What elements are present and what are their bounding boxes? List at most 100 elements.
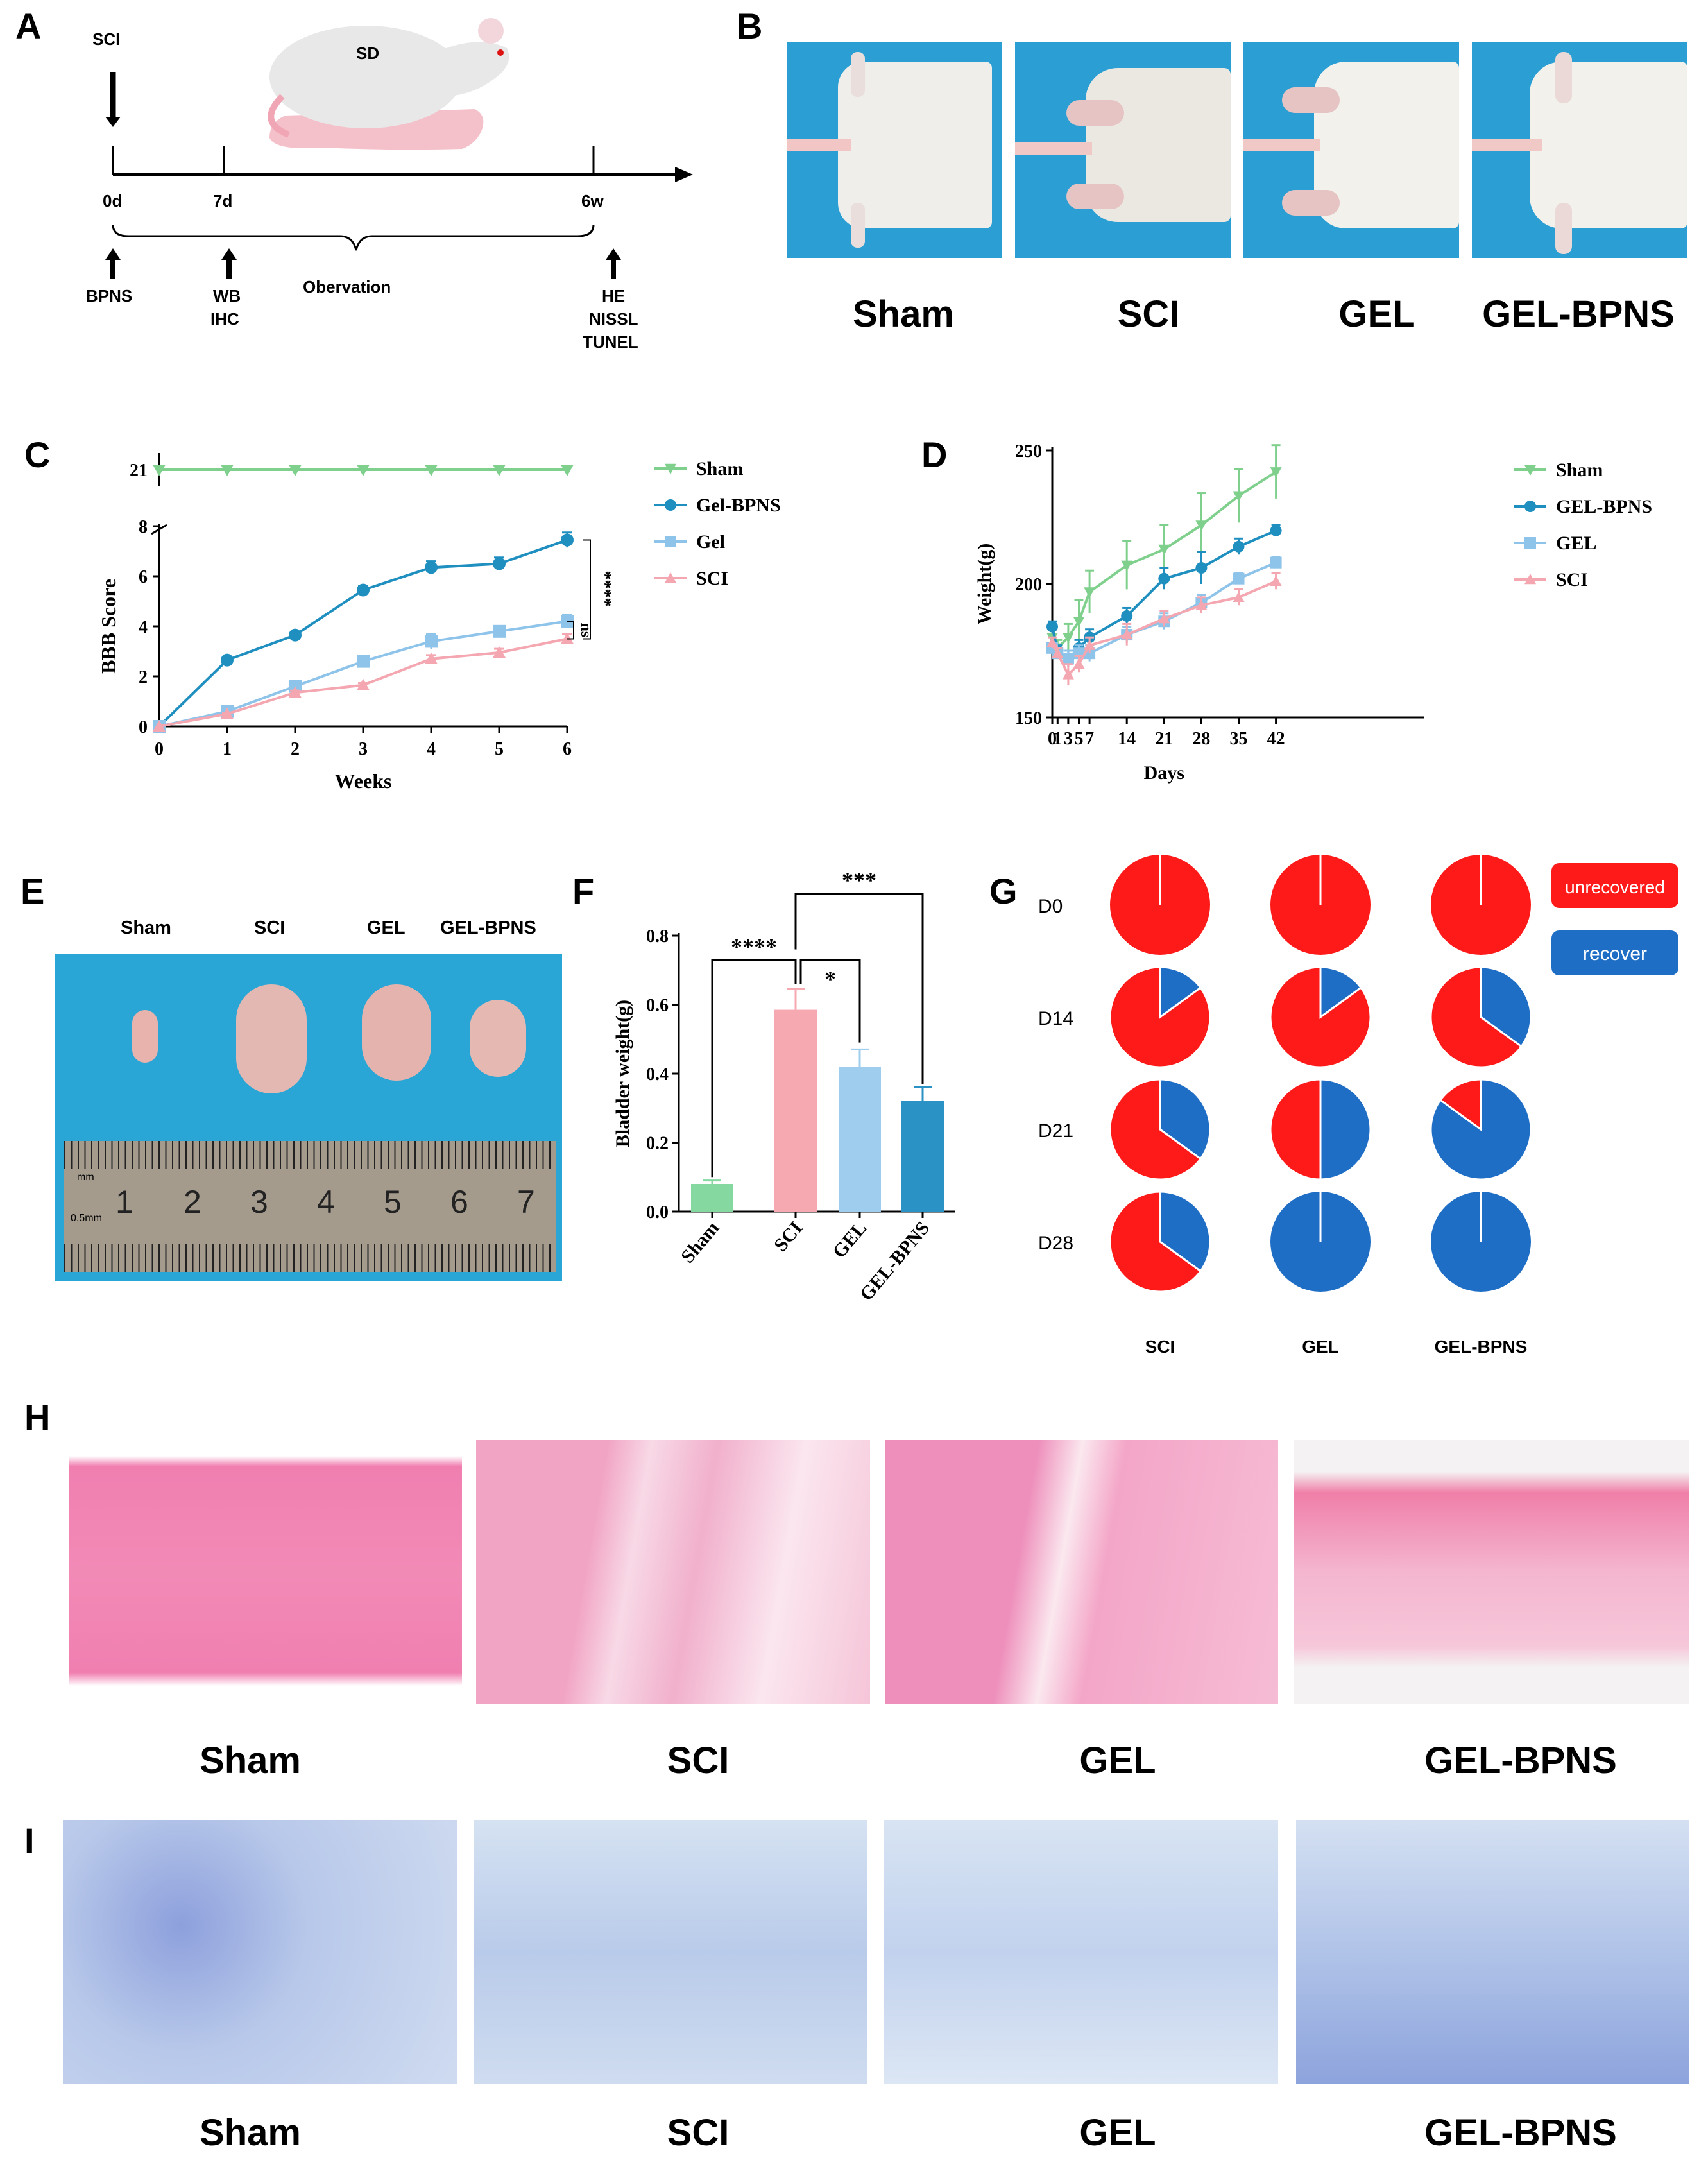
photo-h-sci [476,1440,870,1704]
data-point [1158,613,1170,624]
legend-label: Gel-BPNS [696,495,781,516]
sci-label: SCI [92,30,120,49]
panel-label-f: F [572,871,595,911]
data-point [221,653,234,667]
x-tick-label: 5 [1075,729,1084,749]
pie-slice-unrecovered [1430,966,1523,1068]
y-tick-label: 0.0 [646,1203,669,1222]
x-tick-label: 1 [223,739,232,759]
ruler-unit-half: 0.5mm [71,1213,102,1224]
y-tick-label-21: 21 [130,461,148,481]
legend-label: GEL-BPNS [1556,496,1652,517]
sig-bracket-sci-gel [799,959,861,1043]
pie-column-label: GEL-BPNS [1435,1337,1528,1357]
legend-label: SCI [696,568,728,589]
data-point [1084,639,1096,650]
legend-label: Sham [696,458,743,479]
legend-marker [665,536,676,547]
y-tick-label: 0.4 [646,1065,669,1084]
y-tick-label: 2 [139,667,148,687]
photo-i-gelbpns [1296,1820,1689,2084]
pie-slice-unrecovered [1269,1078,1322,1181]
legend-label: SCI [1556,569,1588,590]
pie-row-label: D21 [1038,1120,1073,1142]
observation-brace [112,224,595,251]
ruler-n5: 5 [384,1184,402,1220]
data-point [1121,560,1133,571]
ruler-n7: 7 [517,1184,535,1220]
data-point [1046,621,1058,633]
x-tick-label: 14 [1118,729,1136,749]
y-tick-label: 6 [139,567,148,587]
bar-sham [691,1184,733,1212]
y-tick-label: 250 [1015,441,1042,461]
pie-column-label: SCI [1145,1337,1175,1357]
pie-column-label: GEL [1302,1337,1339,1357]
data-point [1052,647,1064,658]
data-point [493,465,506,476]
data-point [1233,540,1245,553]
sig-label-sci-gel: * [824,966,836,992]
caption-i-gel: GEL [1079,2112,1156,2154]
data-point [221,465,234,476]
y-axis-label: BBB Score [97,579,120,674]
data-point [1073,617,1085,628]
y-tick-label: 150 [1015,708,1042,728]
data-point [289,465,302,476]
sig-bracket-sci-gelbpns [794,893,924,1084]
legend-marker [665,572,676,583]
caption-b-gelbpns: GEL-BPNS [1482,293,1675,335]
pie-slice-recover [1159,1190,1211,1273]
caption-h-sci: SCI [667,1740,730,1781]
panel-label-b: B [737,6,763,46]
legend-unrecovered-swatch [1551,863,1678,908]
data-point [289,686,302,698]
animal-label: SD [356,44,379,63]
tick-6w: 6w [581,191,604,210]
pie-slice-recover [1159,966,1202,1019]
legend-marker [1524,465,1536,476]
data-point [1121,610,1133,622]
x-tick-label: 7 [1085,729,1094,749]
photo-e-bladders: mm 0.5mm 1 2 3 4 5 6 7 [55,954,562,1281]
pie-slice-unrecovered [1439,1078,1482,1131]
legend-marker [1524,537,1536,549]
panel-label-h: H [24,1397,51,1437]
data-point [1233,491,1245,502]
photo-b-sci [1015,42,1231,258]
data-point [1195,520,1208,531]
series-line-sci [1051,580,1277,677]
data-point [153,465,166,476]
x-tick-label: 35 [1230,729,1248,749]
caption-b-sci: SCI [1117,293,1180,335]
photo-b-gel [1243,42,1459,258]
data-point [1062,669,1074,680]
x-tick-label: 1 [1053,729,1062,749]
bar-gel-bpns [901,1101,944,1212]
ruler: mm 0.5mm 1 2 3 4 5 6 7 [64,1141,556,1272]
data-point [221,707,234,719]
data-point [1270,467,1282,478]
y-tick-label: 0.8 [646,927,669,947]
x-axis-label: Weeks [335,769,392,793]
caption-i-sci: SCI [667,2112,730,2154]
y-axis-label: Bladder weight(g) [612,1000,633,1147]
rat-illustration [268,18,509,150]
y-tick-label: 0.2 [646,1134,669,1154]
photo-h-gel [885,1440,1278,1704]
legend-recover-label: recover [1583,943,1647,964]
event-ihc: IHC [210,309,239,329]
photo-b-gelbpns [1472,42,1687,258]
data-point [1270,575,1282,587]
sig-bracket-2 [567,621,574,640]
legend-label: Sham [1556,459,1603,481]
data-point [1270,524,1282,536]
legend-unrecovered-label: unrecovered [1565,877,1665,897]
panel-label-e: E [21,871,45,911]
pie-slice-recover [1319,1078,1372,1181]
series-line-gel-bpns [158,538,568,728]
tick-0d: 0d [103,191,122,210]
event-wb: WB [213,286,241,305]
pie-slice-recover [1319,966,1363,1019]
bar-sci [774,1009,817,1212]
